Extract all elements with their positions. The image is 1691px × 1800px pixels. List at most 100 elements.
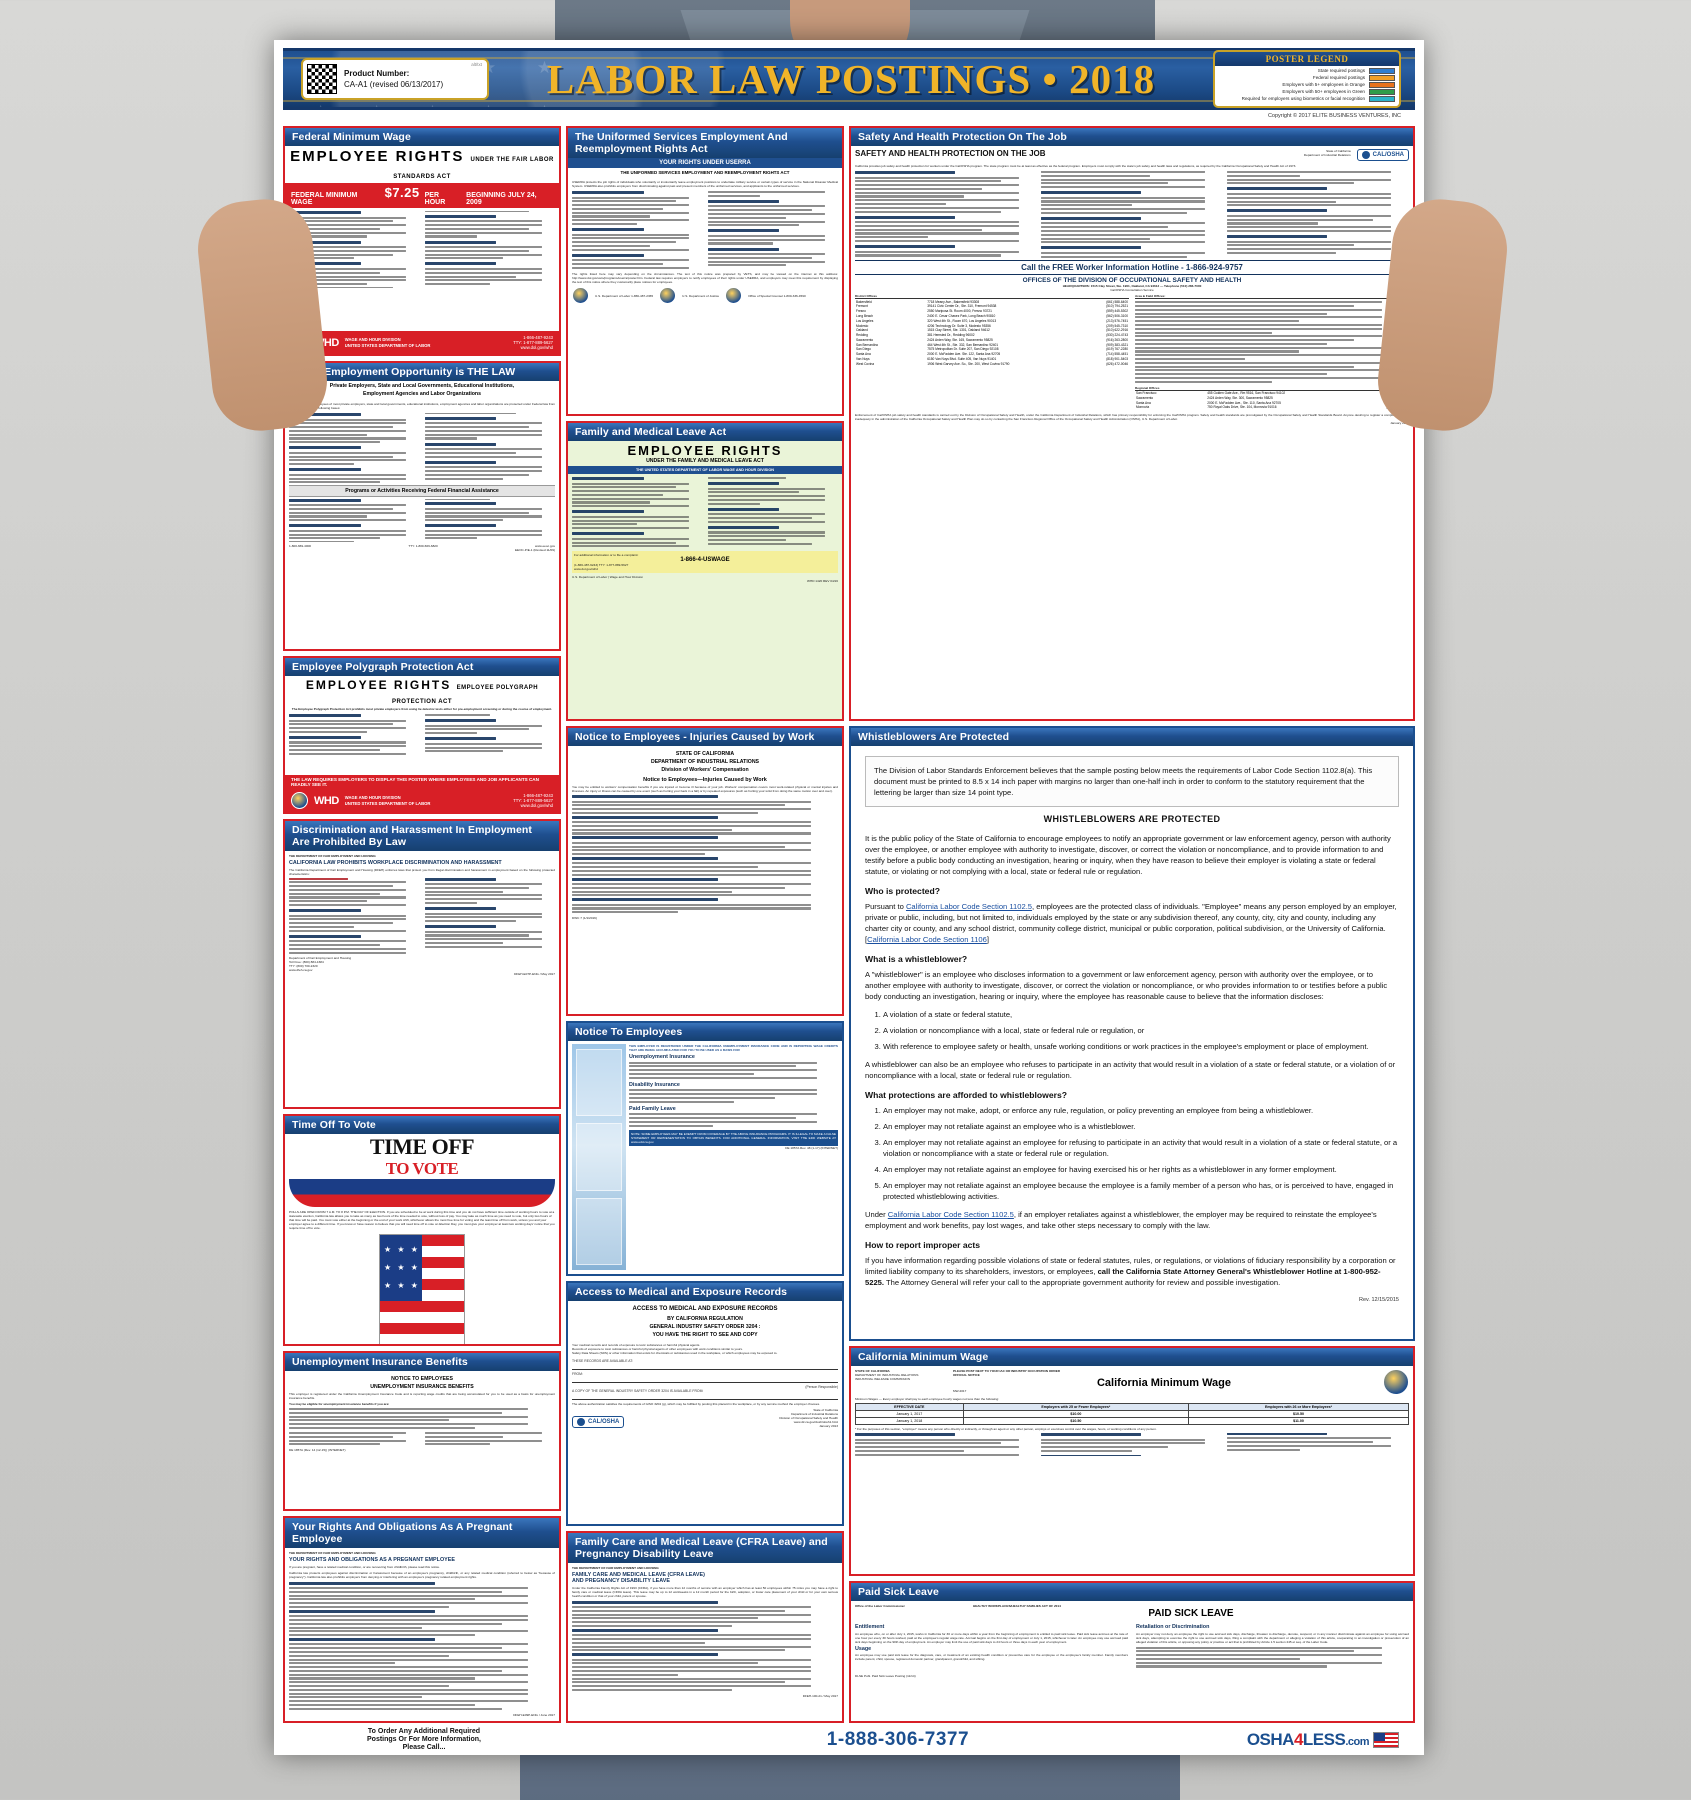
office-a: 2550 Mariposa St. Room 4000, Fresno 9372…	[927, 309, 992, 314]
text-block	[289, 446, 420, 466]
wb-under-link[interactable]: California Labor Code Section 1102.5	[887, 1210, 1014, 1219]
agency-phone: 1-866-487-9243	[523, 792, 553, 798]
wb-who-link[interactable]: California Labor Code Section 1102.5	[905, 902, 1033, 911]
brand-tld: .com	[1345, 1735, 1369, 1748]
amer-from-label: FROM:	[572, 1372, 583, 1376]
office-p: (559) 445-5302	[1106, 309, 1128, 314]
panel-federal-minimum-wage: Federal Minimum Wage EMPLOYEE RIGHTS UND…	[283, 126, 561, 356]
legend-label: State required postings	[1317, 68, 1365, 74]
wb-under-a: Under	[865, 1210, 888, 1219]
agency-website[interactable]: www.dol.gov/whd	[520, 345, 553, 351]
agency-sub: UNITED STATES DEPARTMENT OF LABOR	[344, 342, 431, 348]
text-block	[572, 191, 703, 226]
text-block	[289, 877, 420, 907]
wb-who-b: , employees are the protected class of i…	[865, 902, 1397, 944]
cmw-post-notice: PLEASE POST NEXT TO YOUR IAC OR INDUSTRY…	[953, 1369, 1061, 1373]
table-row: Modesto 4206 Technology Dr. Suite 3, Mode…	[855, 323, 1129, 328]
fmla-website[interactable]: www.dol.gov/whd	[574, 567, 598, 572]
list-item: With reference to employee safety or hea…	[883, 1041, 1399, 1052]
fmla-act-line: THE UNITED STATES DEPARTMENT OF LABOR WA…	[568, 466, 842, 474]
office-a: 464 West 4th St., Ste. 332, San Bernardi…	[927, 342, 999, 347]
cmw-footnote: * For the purposes of this section, "emp…	[855, 1427, 1157, 1431]
panel-body: STATE OF CALIFORNIA DEPARTMENT OF INDUST…	[851, 1366, 1413, 1574]
text-block	[289, 1408, 555, 1429]
office-a: 6150 Van Nuys Blvd. Suite 405, Van Nuys …	[927, 357, 997, 362]
panel-body: ACCESS TO MEDICAL AND EXPOSURE RECORDS B…	[568, 1301, 842, 1524]
office-o: San Diego	[856, 347, 871, 352]
nte-title: THIS EMPLOYER IS REGISTERED UNDER THE CA…	[629, 1044, 838, 1052]
amer-website[interactable]: www.dir.ca.gov/dosh/dosh1.html	[793, 1420, 838, 1424]
sh-hq: HEADQUARTERS: 1515 Clay Street, Ste. 190…	[1062, 284, 1202, 289]
cmw-agency: INDUSTRIAL WELFARE COMMISSION	[855, 1377, 911, 1381]
wb-who-link2[interactable]: California Labor Code Section 1106	[867, 935, 987, 944]
employee-rights-subtitle: EMPLOYEE POLYGRAPH PROTECTION ACT	[391, 685, 539, 705]
panel-header: Notice to Employees - Injuries Caused by…	[568, 728, 842, 746]
legend-color-swatch	[1369, 82, 1395, 88]
amer-from-field[interactable]	[572, 1376, 838, 1383]
dfeh-website[interactable]: www.dfeh.ca.gov	[289, 967, 313, 972]
ui-title1: NOTICE TO EMPLOYEES	[391, 1376, 453, 1382]
wage-amount: $10.50	[1188, 1410, 1409, 1418]
text-block	[424, 524, 556, 540]
office-o: Los Angeles	[856, 318, 874, 323]
panel-userra: The Uniformed Services Employment And Re…	[566, 126, 844, 416]
office-o: Santa Ana	[1136, 400, 1151, 405]
text-block	[707, 229, 839, 245]
employee-rights-title: EMPLOYEE RIGHTS UNDER THE FAIR LABOR STA…	[285, 146, 559, 183]
text-block	[289, 909, 420, 932]
amer-copy-field[interactable]	[572, 1393, 838, 1400]
preg-dept: THE DEPARTMENT OF FAIR EMPLOYMENT AND HO…	[289, 1551, 376, 1555]
userra-footer: The rights listed here may vary dependin…	[572, 272, 838, 285]
employee-rights-text: EMPLOYEE RIGHTS	[290, 148, 465, 165]
footer-brand-logo[interactable]: OSHA4LESS.com	[1247, 1730, 1399, 1750]
panel-body: Applicants to and employees of most priv…	[285, 399, 559, 649]
sh-area-label: Area & Field Offices:	[1135, 294, 1409, 300]
eeoc-website[interactable]: www.eeoc.gov	[535, 544, 555, 549]
employee-rights-text: EMPLOYEE RIGHTS	[627, 443, 783, 458]
panel-equal-employment-opportunity: Equal Employment Opportunity is THE LAW …	[283, 361, 561, 651]
office-o: Santa Ana	[856, 352, 871, 357]
fine-print	[289, 498, 556, 543]
psl-form-number: DLSE Publ. Paid Sick Leave Posting (11/1…	[855, 1673, 916, 1678]
text-block	[289, 211, 420, 238]
amer-records-field[interactable]	[572, 1363, 838, 1370]
sh-title: SAFETY AND HEALTH PROTECTION ON THE JOB	[855, 149, 1046, 158]
agency-website[interactable]: www.dol.gov/whd	[520, 803, 553, 809]
sh-intro: California provides job safety and healt…	[855, 164, 1297, 168]
dfeh-tty: TTY: (800) 700-2320	[289, 963, 318, 968]
panel-header: Discrimination and Harassment In Employm…	[285, 821, 559, 851]
cfra-intro: Under the California Family Rights Act o…	[572, 1585, 838, 1598]
polygraph-subtitle: The Employee Polygraph Protection Act pr…	[291, 707, 553, 711]
office-p: (916) 263-2800	[1106, 337, 1128, 342]
fine-print	[289, 714, 555, 756]
sh-title-row: SAFETY AND HEALTH PROTECTION ON THE JOB …	[855, 149, 1409, 161]
wb-protections-heading: What protections are afforded to whistle…	[865, 1090, 1067, 1100]
injuries-title: Notice to Employees—Injuries Caused by W…	[643, 777, 767, 783]
legend-color-swatch	[1369, 89, 1395, 95]
wage-effective-date: BEGINNING JULY 24, 2009	[466, 192, 537, 206]
amer-bullet-1: Your medical records and records of expo…	[572, 1343, 701, 1347]
office-a: 2424 Arden Way, Ste. 165, Sacramento 958…	[927, 337, 993, 342]
text-block	[572, 477, 703, 508]
qr-code-icon	[307, 64, 337, 94]
ui-form-number: DE 1857A (Rev. 14 (12-15)) (INTERNET)	[289, 1448, 346, 1453]
vote-title-line1: TIME OFF	[369, 1134, 475, 1159]
cmw-state-block: STATE OF CALIFORNIA DEPARTMENT OF INDUST…	[855, 1369, 945, 1395]
cfra-form-number: DFEH-100-21 / May 2017	[802, 1693, 838, 1698]
table-row: January 1, 2018 $10.50 $11.00	[855, 1417, 1409, 1425]
office-p: (530) 224-4743	[1106, 333, 1128, 338]
panel-time-off-to-vote: Time Off To Vote TIME OFF TO VOTE POLLS …	[283, 1114, 561, 1346]
vote-shield-graphic	[289, 1179, 555, 1207]
fine-print	[289, 413, 555, 483]
amer-records-label: THESE RECORDS ARE AVAILABLE AT:	[572, 1359, 633, 1363]
office-p: (661) 588-6400	[1106, 299, 1128, 304]
amer-copy-label: A COPY OF THE GENERAL INDUSTRY SAFETY OR…	[572, 1389, 704, 1393]
office-a: 1515 Clay Street, Ste. 1301, Oakland 946…	[927, 328, 990, 333]
injuries-form-number: DWC 7 (1/1/2016)	[572, 916, 597, 921]
office-p: (510) 622-2916	[1106, 328, 1128, 333]
text-block	[289, 1581, 555, 1710]
column-header: Employers with 26 or More Employees*	[1188, 1403, 1409, 1411]
wb-report-a: If you have information regarding possib…	[865, 1256, 1396, 1276]
footer-phone-number[interactable]: 1-888-306-7377	[826, 1728, 970, 1750]
office-a: 39141 Civic Center Dr., Ste. 310, Fremon…	[927, 304, 997, 309]
